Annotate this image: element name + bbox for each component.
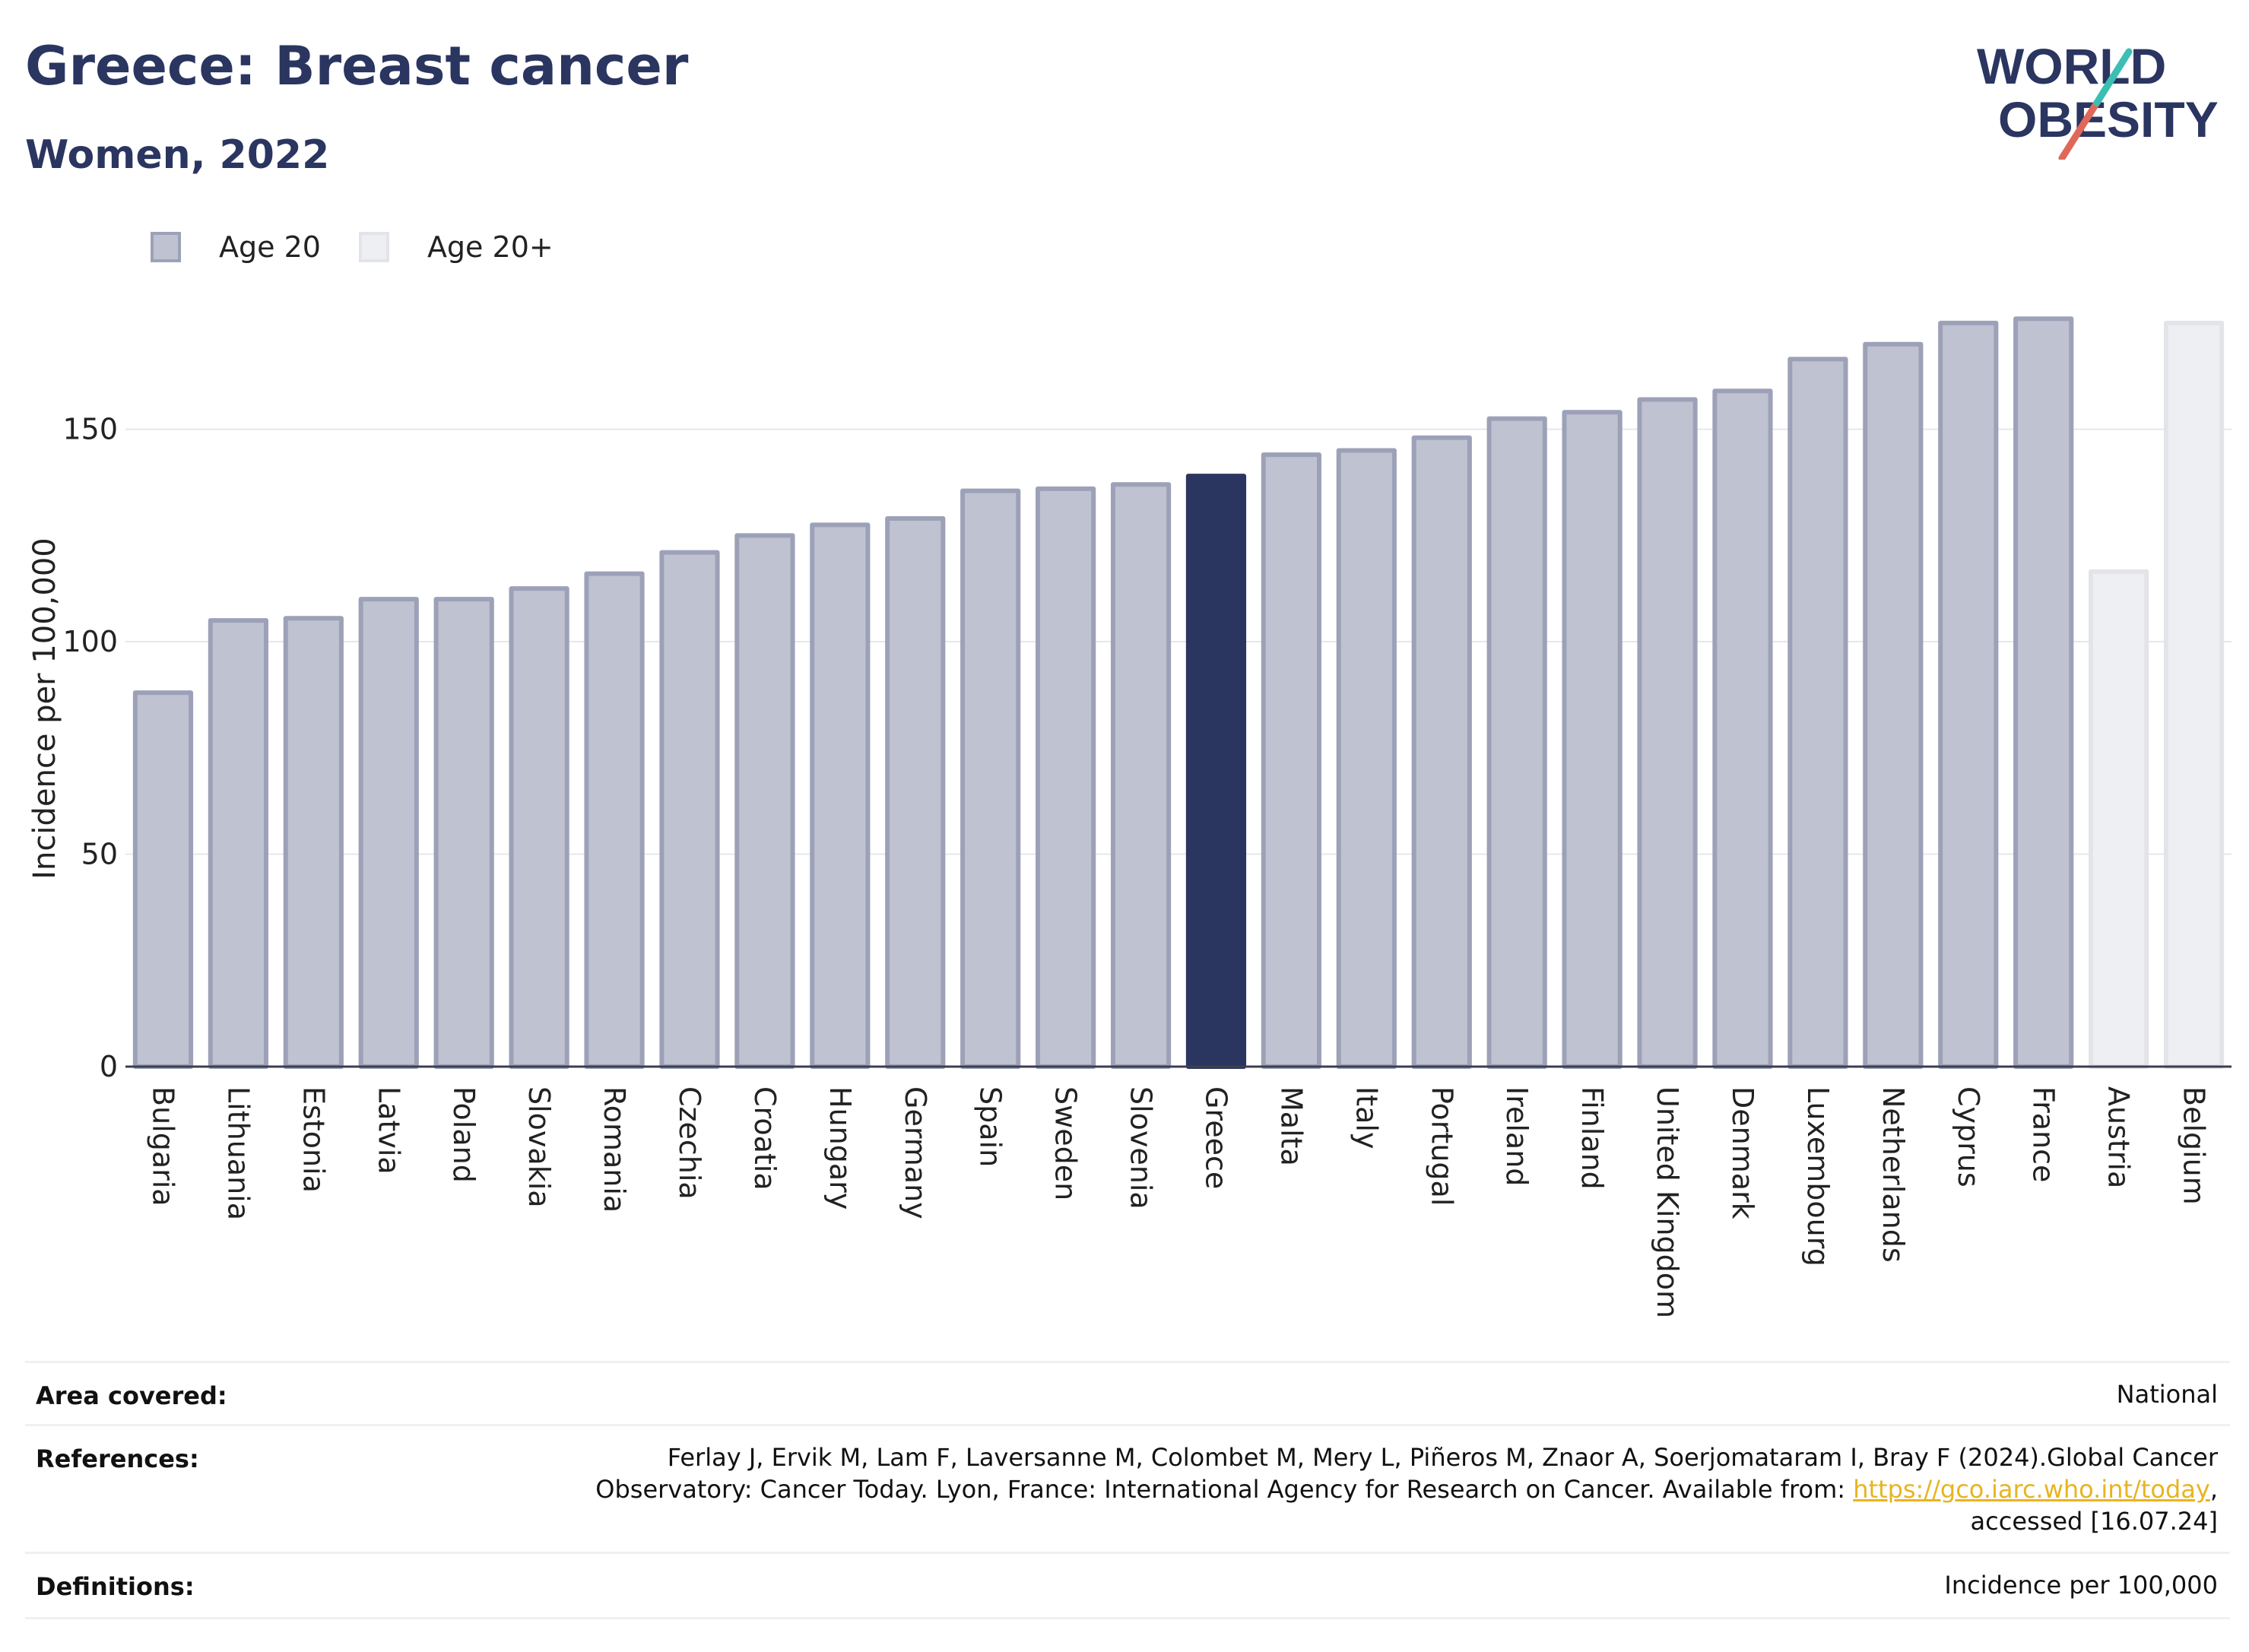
references-line2-end: , — [2209, 1475, 2218, 1504]
legend-label-age-20-plus: Age 20+ — [427, 230, 554, 264]
x-tick-label: Spain — [974, 1086, 1007, 1167]
bar-portugal — [1411, 435, 1472, 1069]
y-tick-label: 0 — [100, 1050, 118, 1083]
bar-cyprus — [1938, 320, 1999, 1069]
legend-swatch-age-20-plus — [358, 232, 389, 262]
y-tick-label: 50 — [81, 838, 118, 871]
bar-united-kingdom — [1637, 397, 1698, 1069]
legend-item-age-20-plus[interactable]: Age 20+ — [358, 230, 554, 264]
x-tick-label: Romania — [598, 1086, 631, 1213]
bar-chart: 0 50 100 150 Incidence per 100,000 Bulgaria Li… — [27, 316, 2232, 1318]
bar-netherlands — [1863, 341, 1924, 1069]
x-tick-label: Cyprus — [1952, 1086, 1985, 1187]
x-tick-label: Finland — [1575, 1086, 1609, 1190]
bar-greece — [1185, 474, 1247, 1069]
references-label: References: — [36, 1444, 199, 1473]
x-tick-label: Malta — [1274, 1086, 1308, 1166]
bar-slovenia — [1110, 482, 1172, 1069]
info-row-references: References: Ferlay J, Ervik M, Lam F, La… — [25, 1424, 2230, 1554]
references-value: Ferlay J, Ervik M, Lam F, Laversanne M, … — [595, 1441, 2218, 1537]
world-obesity-logo: WORLD OBESITY — [1977, 38, 2219, 160]
bar-denmark — [1712, 388, 1773, 1069]
references-line2-text: Observatory: Cancer Today. Lyon, France:… — [595, 1475, 1854, 1504]
logo-line1: WORLD — [1977, 38, 2166, 94]
bar-spain — [960, 488, 1021, 1069]
bar-lithuania — [208, 618, 268, 1069]
x-tick-label: France — [2027, 1086, 2060, 1182]
bar-hungary — [810, 522, 871, 1069]
bar-latvia — [358, 597, 419, 1069]
references-line2: Observatory: Cancer Today. Lyon, France:… — [595, 1473, 2218, 1505]
x-tick-label: Estonia — [297, 1086, 330, 1193]
chart-subtitle: Women, 2022 — [25, 132, 330, 178]
bar-luxembourg — [1787, 357, 1848, 1069]
x-tick-label: Italy — [1350, 1086, 1383, 1149]
legend-item-age-20[interactable]: Age 20 — [151, 230, 321, 264]
x-tick-label: Poland — [447, 1086, 481, 1183]
bar-czechia — [659, 550, 720, 1069]
bar-slovakia — [509, 586, 569, 1069]
x-tick-label: Lithuania — [221, 1086, 255, 1220]
legend-label-age-20: Age 20 — [219, 230, 321, 264]
x-tick-label: Slovakia — [522, 1086, 556, 1208]
x-tick-label: Slovenia — [1124, 1086, 1158, 1210]
x-tick-label: Portugal — [1425, 1086, 1458, 1206]
x-tick-label: Germany — [899, 1086, 932, 1219]
y-tick-label: 100 — [62, 625, 118, 658]
info-row-definitions: Definitions: Incidence per 100,000 — [25, 1552, 2230, 1619]
x-tick-label: Sweden — [1049, 1086, 1083, 1200]
bar-bulgaria — [132, 690, 194, 1070]
bar-ireland — [1486, 416, 1547, 1069]
references-link[interactable]: https://gco.iarc.who.int/today — [1853, 1475, 2210, 1504]
definitions-value: Incidence per 100,000 — [1944, 1571, 2218, 1600]
bar-belgium — [2163, 320, 2225, 1069]
logo-line2: OBESITY — [1998, 91, 2219, 147]
info-row-area: Area covered: National — [25, 1361, 2230, 1426]
bar-austria — [2089, 569, 2149, 1069]
x-tick-label: United Kingdom — [1651, 1086, 1684, 1318]
bar-finland — [1562, 410, 1623, 1069]
definitions-label: Definitions: — [36, 1572, 195, 1601]
bar-poland — [433, 597, 494, 1069]
x-tick-label: Greece — [1199, 1086, 1232, 1189]
chart-title: Greece: Breast cancer — [25, 35, 689, 97]
x-tick-label: Ireland — [1500, 1086, 1534, 1186]
x-tick-label: Croatia — [748, 1086, 782, 1191]
x-tick-label: Belgium — [2178, 1086, 2211, 1205]
bar-germany — [885, 515, 946, 1069]
x-tick-label: Austria — [2102, 1086, 2136, 1188]
x-tick-label: Bulgaria — [146, 1086, 179, 1206]
bar-sweden — [1036, 486, 1096, 1069]
references-line3: accessed [16.07.24] — [1970, 1507, 2218, 1536]
x-tick-label: Luxembourg — [1801, 1086, 1835, 1267]
bar-france — [2013, 316, 2074, 1069]
area-covered-label: Area covered: — [36, 1381, 227, 1410]
bar-italy — [1336, 448, 1397, 1069]
bar-estonia — [283, 616, 344, 1069]
x-tick-label: Latvia — [372, 1086, 405, 1175]
area-covered-value: National — [2116, 1380, 2218, 1409]
x-tick-label: Netherlands — [1876, 1086, 1910, 1263]
legend-swatch-age-20 — [151, 232, 181, 262]
bar-croatia — [734, 533, 795, 1069]
bar-malta — [1261, 452, 1321, 1069]
bar-romania — [584, 571, 645, 1069]
chart-legend: Age 20 Age 20+ — [151, 228, 592, 266]
x-tick-label: Denmark — [1726, 1086, 1759, 1219]
x-tick-label: Hungary — [823, 1086, 857, 1210]
y-tick-label: 150 — [62, 413, 118, 446]
y-axis-label: Incidence per 100,000 — [27, 537, 62, 880]
references-line1: Ferlay J, Ervik M, Lam F, Laversanne M, … — [667, 1443, 2218, 1472]
x-tick-label: Czechia — [673, 1086, 706, 1200]
